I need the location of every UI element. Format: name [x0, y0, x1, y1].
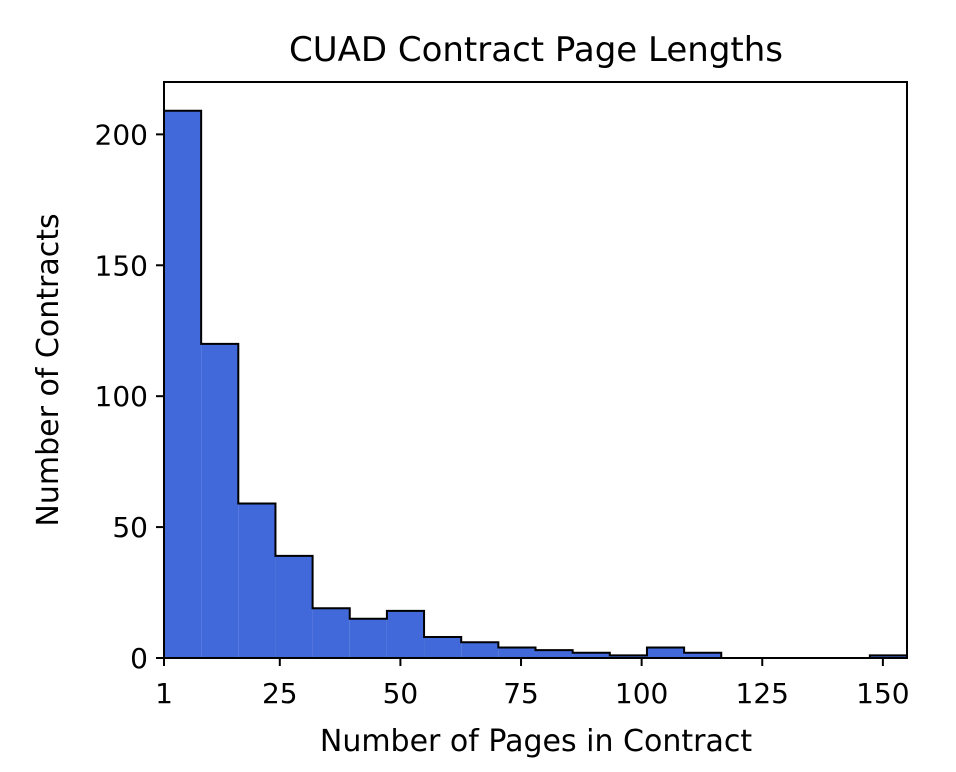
histogram-bar-15: [684, 652, 722, 658]
histogram-bar-8: [424, 637, 462, 658]
x-ticks-group: 1 25 50 75 100 125 150: [155, 658, 910, 710]
x-tick-label: 50: [383, 677, 419, 710]
y-tick-label: 0: [130, 642, 148, 675]
histogram-bar-1: [164, 110, 202, 659]
histogram-bar-11: [535, 650, 573, 658]
histogram-bar-13: [609, 655, 647, 658]
histogram-bar-3: [238, 503, 276, 658]
x-tick-label: 150: [856, 677, 909, 710]
bars-group: [163, 109, 908, 659]
y-tick-label: 100: [95, 380, 148, 413]
x-tick-label: 75: [503, 677, 539, 710]
y-axis-label: Number of Contracts: [31, 213, 66, 526]
y-tick-label: 50: [112, 511, 148, 544]
y-tick-label: 200: [95, 118, 148, 151]
histogram-bar-5: [312, 608, 350, 658]
x-tick-label: 1: [155, 677, 173, 710]
histogram-bar-10: [498, 647, 536, 658]
x-axis-label: Number of Pages in Contract: [320, 724, 752, 759]
x-tick-label: 100: [615, 677, 668, 710]
histogram-bar-7: [386, 610, 425, 658]
histogram-bar-9: [461, 642, 499, 658]
histogram-bar-14: [646, 647, 685, 658]
x-tick-label: 125: [736, 677, 789, 710]
histogram-bar-12: [572, 652, 610, 658]
histogram-bar-20: [869, 655, 907, 658]
y-tick-label: 150: [95, 249, 148, 282]
x-tick-label: 25: [262, 677, 298, 710]
chart-title: CUAD Contract Page Lengths: [289, 30, 783, 70]
histogram-bar-6: [349, 618, 387, 658]
plot-frame: [163, 81, 908, 659]
histogram-bar-4: [275, 555, 313, 658]
y-ticks-group: 0 50 100 150 200: [95, 118, 164, 675]
histogram-bar-2: [201, 343, 239, 658]
